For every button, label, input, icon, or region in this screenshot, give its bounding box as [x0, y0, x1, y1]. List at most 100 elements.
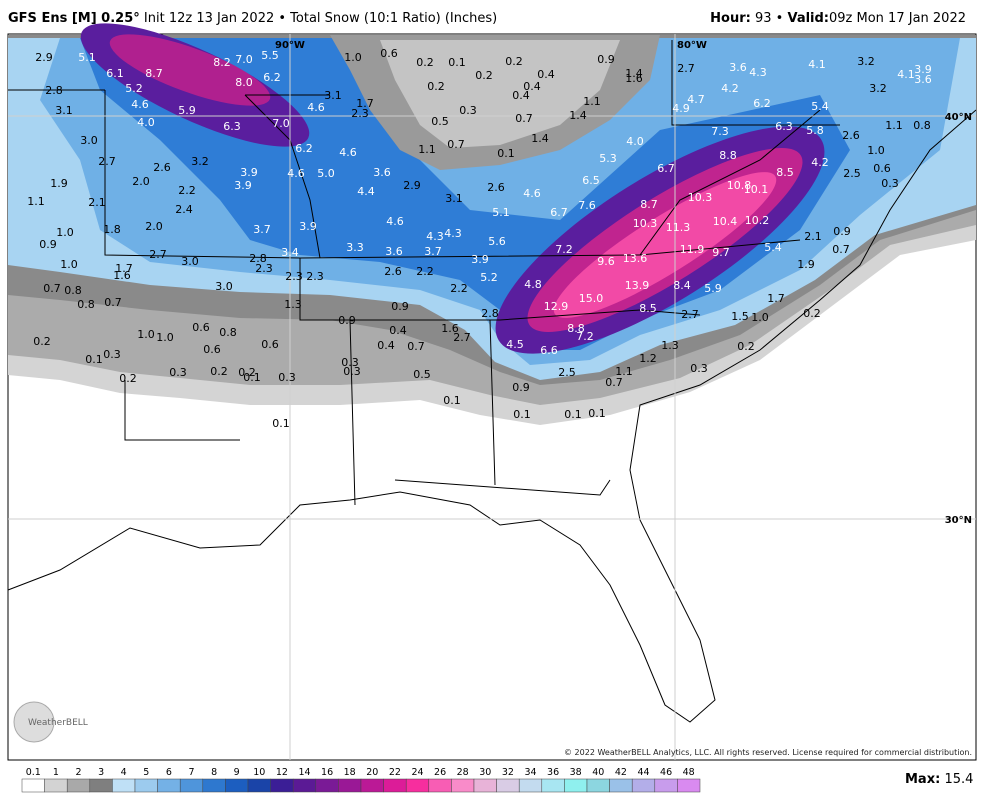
snow-label: 0.1	[272, 417, 290, 430]
snow-label: 3.7	[424, 245, 442, 258]
max-box: Max: 15.4	[905, 772, 973, 787]
colorbar-swatch	[44, 778, 68, 793]
snow-label: 3.6	[385, 245, 403, 258]
snow-label: 4.2	[721, 82, 739, 95]
snow-label: 0.2	[210, 365, 228, 378]
colorbar-tick-label: 48	[683, 767, 695, 778]
snow-label: 8.8	[719, 149, 737, 162]
snow-label: 0.3	[341, 356, 359, 369]
snow-label: 0.6	[192, 321, 210, 334]
snow-label: 4.3	[426, 230, 444, 243]
shade-pink-se	[553, 172, 777, 318]
colorbar-swatch	[225, 778, 249, 793]
snow-label: 0.8	[219, 326, 237, 339]
snow-label: 1.0	[156, 331, 174, 344]
snow-label: 0.4	[377, 339, 395, 352]
snow-label: 0.6	[380, 47, 398, 60]
snow-label: 2.8	[249, 252, 267, 265]
snow-label: 1.0	[137, 328, 155, 341]
colorbar-swatch	[631, 778, 656, 793]
snow-label: 0.2	[475, 69, 493, 82]
snow-label: 8.8	[567, 322, 585, 335]
snow-label: 7.3	[711, 125, 729, 138]
snow-label: 4.6	[339, 146, 357, 159]
snow-label: 10.8	[727, 179, 752, 192]
snow-label: 7.2	[555, 243, 573, 256]
snow-label: 4.0	[137, 116, 155, 129]
valid-label: Valid:	[787, 11, 830, 26]
snow-label: 15.0	[579, 292, 604, 305]
snow-label: 3.3	[346, 241, 364, 254]
snow-label: 1.1	[885, 119, 903, 132]
snow-label: 0.2	[238, 366, 256, 379]
snow-label: 10.4	[713, 215, 738, 228]
colorbar-swatch	[677, 778, 701, 793]
snow-label: 5.4	[811, 100, 829, 113]
snow-label: 3.9	[914, 63, 932, 76]
colorbar-swatch	[157, 778, 181, 793]
snow-label: 0.9	[597, 53, 615, 66]
snow-label: 1.4	[625, 67, 643, 80]
snow-label: 0.1	[513, 408, 531, 421]
colorbar-tick-label: 2	[75, 767, 81, 778]
colorbar-swatch	[586, 778, 610, 793]
snow-label: 5.1	[492, 206, 510, 219]
colorbar-swatch	[134, 778, 158, 793]
snow-label: 4.0	[626, 135, 644, 148]
snow-label: 4.6	[386, 215, 404, 228]
snow-label: 2.7	[149, 248, 167, 261]
snow-label: 1.7	[356, 97, 374, 110]
colorbar-tick-label: 36	[547, 767, 559, 778]
snow-label: 1.1	[583, 95, 601, 108]
coastline	[7, 109, 977, 723]
snow-label: 3.6	[914, 73, 932, 86]
snow-label: 7.0	[272, 117, 290, 130]
snow-label: 2.1	[88, 196, 106, 209]
snow-label: 11.3	[666, 221, 691, 234]
snow-label: 2.3	[306, 270, 324, 283]
snow-label: 10.2	[745, 214, 770, 227]
snow-label: 0.3	[169, 366, 187, 379]
snow-label: 4.1	[808, 58, 826, 71]
logo-globe	[13, 701, 55, 743]
snow-label: 2.3	[255, 262, 273, 275]
snow-label: 3.9	[299, 220, 317, 233]
colorbar-tick-label: 42	[615, 767, 627, 778]
state-lines	[8, 40, 840, 506]
snow-label: 2.8	[481, 307, 499, 320]
colorbar-tick-label: 0.1	[26, 767, 41, 778]
snow-label: 4.9	[672, 102, 690, 115]
snow-label: 0.7	[515, 112, 533, 125]
colorbar-swatch	[179, 778, 204, 793]
boundaries	[7, 40, 977, 723]
snow-label: 3.9	[234, 179, 252, 192]
snow-label: 3.6	[373, 166, 391, 179]
snow-label: 0.4	[389, 324, 407, 337]
snow-label: 0.8	[913, 119, 931, 132]
colorbar-tick-label: 14	[298, 767, 310, 778]
snow-label: 6.3	[775, 120, 793, 133]
snow-label: 2.2	[416, 265, 434, 278]
snow-label: 1.6	[441, 322, 459, 335]
colorbar-swatch	[247, 778, 271, 793]
snow-label: 0.1	[497, 147, 515, 160]
snow-label: 0.6	[203, 343, 221, 356]
snow-label: 0.9	[833, 225, 851, 238]
colorbar-swatch	[89, 778, 113, 793]
colorbar-swatch	[21, 778, 45, 793]
colorbar-swatch	[428, 778, 452, 793]
snow-label: 4.3	[444, 227, 462, 240]
snow-label: 0.2	[416, 56, 434, 69]
snow-label: 0.9	[39, 238, 57, 251]
snow-label: 1.1	[615, 365, 633, 378]
snow-label: 3.2	[869, 82, 887, 95]
graticule	[8, 34, 976, 760]
snow-label: 0.7	[832, 243, 850, 256]
colorbar-swatch	[609, 778, 633, 793]
colorbar-swatch	[292, 778, 317, 793]
graticule-label: 30°N	[945, 515, 972, 526]
colorbar-swatch	[496, 778, 520, 793]
snow-label: 10.3	[688, 191, 713, 204]
snow-label: 2.3	[285, 270, 303, 283]
